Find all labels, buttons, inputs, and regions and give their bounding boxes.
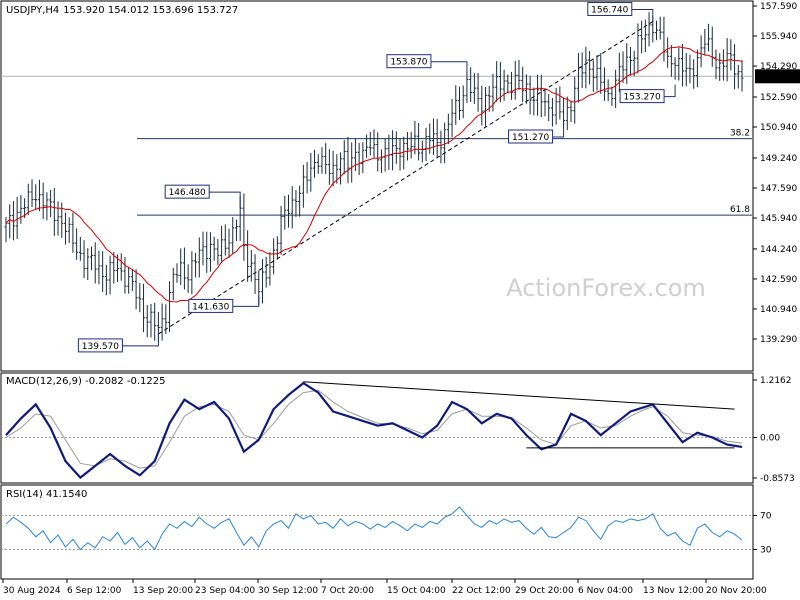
- time-tick-label-0: 30 Aug 2024: [3, 586, 61, 596]
- price-layer: 38.2 61.8 156.740 153.870 153.270 151.270 146.…: [1, 1, 752, 353]
- annotation-box-5: [188, 298, 234, 313]
- watermark: ActionForex.com: [506, 274, 706, 302]
- annotation-leader-3: [552, 121, 565, 138]
- time-tick-label-8: 29 Oct 20:00: [515, 586, 574, 596]
- rsi-tick-label-1: 30: [760, 546, 772, 556]
- macd-tick-label-0: 1.2162: [760, 376, 792, 386]
- time-tick-label-5: 7 Oct 20:00: [321, 586, 374, 596]
- macd-layer: [1, 381, 752, 480]
- price-tick-label-8: 144.240: [760, 245, 797, 255]
- time-tick-label-1: 6 Sep 12:00: [67, 586, 122, 596]
- price-panel: [0, 0, 754, 372]
- macd-divergence-top-line: [303, 381, 735, 410]
- annotation-leader-1: [430, 61, 468, 74]
- price-tick-label-11: 139.290: [760, 335, 797, 345]
- time-tick-label-4: 30 Sep 12:00: [258, 586, 318, 596]
- price-tick-label-10: 140.940: [760, 305, 797, 315]
- macd-main-line: [5, 381, 743, 480]
- annotation-leader-0: [631, 8, 654, 22]
- time-tick-label-10: 13 Nov 12:00: [643, 586, 704, 596]
- macd-panel: [0, 372, 754, 484]
- price-tick-label-6: 147.590: [760, 184, 797, 194]
- price-tick-label-2: 154.290: [760, 62, 797, 72]
- time-tick-label-7: 22 Oct 12:00: [452, 586, 511, 596]
- chart-header: USDJPY,H4 153.920 154.012 153.696 153.727: [6, 5, 238, 16]
- fib-label-0: 38.2: [730, 129, 750, 139]
- price-tick-label-7: 145.940: [760, 214, 797, 224]
- time-tick-label-3: 23 Sep 04:00: [195, 586, 255, 596]
- last-price-badge: [755, 69, 800, 84]
- annotation-box-1: [386, 54, 432, 69]
- annotation-label-5: 141.630: [192, 302, 229, 312]
- annotation-label-1: 153.870: [390, 58, 427, 68]
- annotation-leader-4: [209, 191, 241, 209]
- moving-average-line: [5, 46, 743, 303]
- macd-tick-label-1: 0.00: [760, 433, 780, 443]
- price-tick-label-0: 157.590: [760, 2, 797, 12]
- rsi-layer: [1, 506, 752, 551]
- rsi-line: [5, 506, 743, 551]
- annotation-leader-2: [664, 84, 676, 98]
- annotation-label-4: 146.480: [169, 188, 206, 198]
- time-tick-label-6: 15 Oct 04:00: [387, 586, 446, 596]
- rsi-tick-label-0: 70: [760, 512, 772, 522]
- price-tick-label-5: 149.240: [760, 154, 797, 164]
- rsi-panel: [0, 484, 754, 580]
- annotation-box-2: [619, 89, 665, 104]
- fib-label-1: 61.8: [730, 205, 750, 215]
- annotation-label-0: 156.740: [591, 5, 628, 15]
- annotation-leader-5: [232, 296, 260, 307]
- price-tick-label-4: 150.940: [760, 123, 797, 133]
- price-tick-label-1: 155.940: [760, 32, 797, 42]
- rsi-label: RSI(14) 41.1540: [6, 489, 87, 500]
- time-tick-label-9: 6 Nov 04:00: [578, 586, 633, 596]
- time-tick-label-11: 20 Nov 20:00: [706, 586, 767, 596]
- macd-tick-label-2: -0.8573: [760, 474, 795, 484]
- annotation-box-6: [77, 338, 123, 353]
- annotation-label-2: 153.270: [623, 93, 660, 103]
- last-price-value: 153.727: [760, 73, 797, 83]
- time-tick-label-2: 13 Sep 20:00: [133, 586, 193, 596]
- price-tick-label-3: 152.590: [760, 93, 797, 103]
- annotation-box-4: [164, 184, 210, 199]
- macd-label: MACD(12,26,9) -0.2082 -0.1225: [6, 376, 166, 387]
- annotation-label-3: 151.270: [512, 133, 549, 143]
- price-tick-label-9: 142.590: [760, 275, 797, 285]
- annotation-label-6: 139.570: [82, 342, 119, 352]
- annotation-box-3: [508, 129, 554, 144]
- annotation-leader-6: [122, 333, 159, 347]
- annotation-box-0: [587, 1, 633, 16]
- macd-signal-line: [5, 389, 743, 469]
